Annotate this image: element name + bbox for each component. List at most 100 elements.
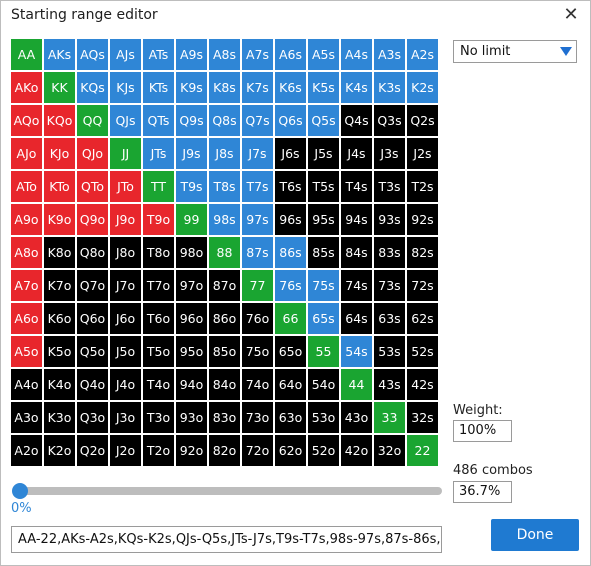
- hand-cell-63o[interactable]: 63o: [275, 402, 306, 433]
- hand-cell-J8s[interactable]: J8s: [209, 138, 240, 169]
- hand-cell-QJs[interactable]: QJs: [110, 105, 141, 136]
- hand-cell-A8s[interactable]: A8s: [209, 39, 240, 70]
- hand-cell-K6s[interactable]: K6s: [275, 72, 306, 103]
- hand-cell-J3s[interactable]: J3s: [374, 138, 405, 169]
- hand-cell-J4o[interactable]: J4o: [110, 369, 141, 400]
- hand-cell-75o[interactable]: 75o: [242, 336, 273, 367]
- hand-cell-AKo[interactable]: AKo: [11, 72, 42, 103]
- hand-cell-64o[interactable]: 64o: [275, 369, 306, 400]
- hand-cell-84o[interactable]: 84o: [209, 369, 240, 400]
- hand-cell-65o[interactable]: 65o: [275, 336, 306, 367]
- hand-cell-95o[interactable]: 95o: [176, 336, 207, 367]
- hand-cell-K7o[interactable]: K7o: [44, 270, 75, 301]
- hand-cell-AKs[interactable]: AKs: [44, 39, 75, 70]
- hand-cell-87o[interactable]: 87o: [209, 270, 240, 301]
- hand-cell-KJs[interactable]: KJs: [110, 72, 141, 103]
- hand-cell-J4s[interactable]: J4s: [341, 138, 372, 169]
- hand-cell-K5s[interactable]: K5s: [308, 72, 339, 103]
- hand-cell-32o[interactable]: 32o: [374, 435, 405, 466]
- hand-cell-AJo[interactable]: AJo: [11, 138, 42, 169]
- hand-cell-T8s[interactable]: T8s: [209, 171, 240, 202]
- hand-cell-98o[interactable]: 98o: [176, 237, 207, 268]
- hand-cell-63s[interactable]: 63s: [374, 303, 405, 334]
- hand-cell-Q3o[interactable]: Q3o: [77, 402, 108, 433]
- hand-cell-83o[interactable]: 83o: [209, 402, 240, 433]
- hand-cell-J2o[interactable]: J2o: [110, 435, 141, 466]
- hand-cell-92o[interactable]: 92o: [176, 435, 207, 466]
- hand-cell-82s[interactable]: 82s: [407, 237, 438, 268]
- hand-cell-66[interactable]: 66: [275, 303, 306, 334]
- done-button[interactable]: Done: [491, 519, 579, 551]
- hand-cell-Q2o[interactable]: Q2o: [77, 435, 108, 466]
- hand-cell-J5o[interactable]: J5o: [110, 336, 141, 367]
- hand-cell-K8o[interactable]: K8o: [44, 237, 75, 268]
- hand-cell-Q4s[interactable]: Q4s: [341, 105, 372, 136]
- hand-cell-KJo[interactable]: KJo: [44, 138, 75, 169]
- hand-cell-87s[interactable]: 87s: [242, 237, 273, 268]
- hand-cell-J7s[interactable]: J7s: [242, 138, 273, 169]
- hand-cell-K9o[interactable]: K9o: [44, 204, 75, 235]
- hand-cell-J2s[interactable]: J2s: [407, 138, 438, 169]
- hand-cell-42o[interactable]: 42o: [341, 435, 372, 466]
- hand-cell-J6o[interactable]: J6o: [110, 303, 141, 334]
- range-slider-track[interactable]: [15, 487, 442, 495]
- hand-cell-88[interactable]: 88: [209, 237, 240, 268]
- hand-cell-JJ[interactable]: JJ: [110, 138, 141, 169]
- hand-cell-J8o[interactable]: J8o: [110, 237, 141, 268]
- hand-cell-52s[interactable]: 52s: [407, 336, 438, 367]
- hand-cell-J5s[interactable]: J5s: [308, 138, 339, 169]
- hand-cell-T3o[interactable]: T3o: [143, 402, 174, 433]
- hand-cell-K4o[interactable]: K4o: [44, 369, 75, 400]
- hand-cell-53o[interactable]: 53o: [308, 402, 339, 433]
- hand-cell-K3s[interactable]: K3s: [374, 72, 405, 103]
- hand-cell-22[interactable]: 22: [407, 435, 438, 466]
- hand-cell-64s[interactable]: 64s: [341, 303, 372, 334]
- hand-cell-T9s[interactable]: T9s: [176, 171, 207, 202]
- hand-cell-74o[interactable]: 74o: [242, 369, 273, 400]
- combos-percent-field[interactable]: 36.7%: [453, 481, 512, 503]
- hand-cell-JTs[interactable]: JTs: [143, 138, 174, 169]
- hand-cell-44[interactable]: 44: [341, 369, 372, 400]
- hand-cell-43o[interactable]: 43o: [341, 402, 372, 433]
- hand-cell-T2s[interactable]: T2s: [407, 171, 438, 202]
- hand-cell-K9s[interactable]: K9s: [176, 72, 207, 103]
- hand-cell-A3o[interactable]: A3o: [11, 402, 42, 433]
- hand-cell-Q3s[interactable]: Q3s: [374, 105, 405, 136]
- hand-cell-82o[interactable]: 82o: [209, 435, 240, 466]
- hand-cell-73o[interactable]: 73o: [242, 402, 273, 433]
- hand-cell-85s[interactable]: 85s: [308, 237, 339, 268]
- hand-cell-92s[interactable]: 92s: [407, 204, 438, 235]
- hand-cell-85o[interactable]: 85o: [209, 336, 240, 367]
- hand-cell-KTo[interactable]: KTo: [44, 171, 75, 202]
- hand-cell-33[interactable]: 33: [374, 402, 405, 433]
- hand-cell-A9s[interactable]: A9s: [176, 39, 207, 70]
- hand-cell-K8s[interactable]: K8s: [209, 72, 240, 103]
- hand-cell-A2o[interactable]: A2o: [11, 435, 42, 466]
- hand-cell-96s[interactable]: 96s: [275, 204, 306, 235]
- hand-cell-72o[interactable]: 72o: [242, 435, 273, 466]
- hand-cell-T7s[interactable]: T7s: [242, 171, 273, 202]
- hand-cell-Q7o[interactable]: Q7o: [77, 270, 108, 301]
- hand-cell-T8o[interactable]: T8o: [143, 237, 174, 268]
- hand-cell-77[interactable]: 77: [242, 270, 273, 301]
- hand-cell-76o[interactable]: 76o: [242, 303, 273, 334]
- hand-cell-QTs[interactable]: QTs: [143, 105, 174, 136]
- hand-cell-J7o[interactable]: J7o: [110, 270, 141, 301]
- hand-cell-JTo[interactable]: JTo: [110, 171, 141, 202]
- hand-cell-Q2s[interactable]: Q2s: [407, 105, 438, 136]
- hand-cell-98s[interactable]: 98s: [209, 204, 240, 235]
- hand-cell-K5o[interactable]: K5o: [44, 336, 75, 367]
- hand-cell-T9o[interactable]: T9o: [143, 204, 174, 235]
- hand-cell-K7s[interactable]: K7s: [242, 72, 273, 103]
- hand-cell-72s[interactable]: 72s: [407, 270, 438, 301]
- weight-field[interactable]: 100%: [453, 420, 512, 442]
- hand-cell-97s[interactable]: 97s: [242, 204, 273, 235]
- hand-cell-65s[interactable]: 65s: [308, 303, 339, 334]
- hand-cell-KK[interactable]: KK: [44, 72, 75, 103]
- hand-cell-KQs[interactable]: KQs: [77, 72, 108, 103]
- hand-cell-54o[interactable]: 54o: [308, 369, 339, 400]
- hand-cell-Q5o[interactable]: Q5o: [77, 336, 108, 367]
- hand-cell-94o[interactable]: 94o: [176, 369, 207, 400]
- hand-cell-ATs[interactable]: ATs: [143, 39, 174, 70]
- close-icon[interactable]: ✕: [563, 4, 579, 25]
